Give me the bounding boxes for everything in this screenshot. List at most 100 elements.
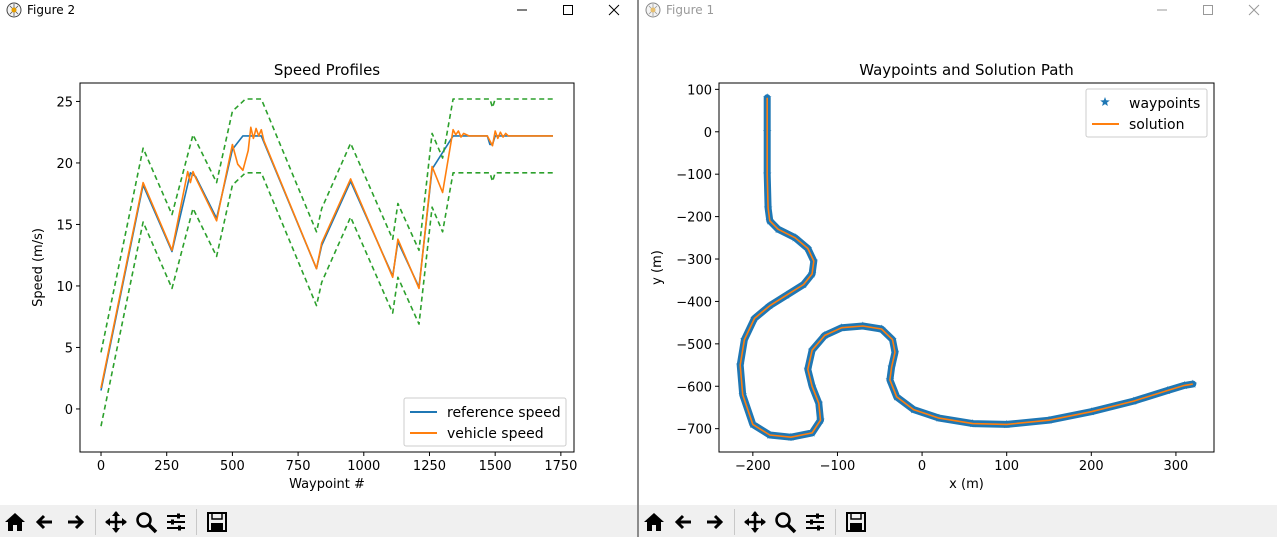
forward-button[interactable] — [62, 509, 88, 535]
toolbar-separator — [196, 509, 197, 535]
app-icon — [645, 2, 661, 18]
waypoints-markers — [736, 94, 1197, 441]
legend-label: reference speed — [447, 405, 561, 421]
y-tick-label: 100 — [687, 83, 712, 98]
y-tick-label: 20 — [56, 157, 73, 172]
back-button[interactable] — [32, 509, 58, 535]
y-tick-label: 25 — [56, 95, 73, 110]
x-axis-label: Waypoint # — [289, 477, 365, 492]
solution-line — [739, 97, 1193, 438]
minimize-icon — [517, 9, 527, 11]
y-tick-label: 0 — [65, 403, 73, 418]
window-title: Figure 2 — [27, 3, 76, 17]
toolbar-separator — [734, 509, 735, 535]
navigation-toolbar — [0, 505, 637, 537]
minimize-button[interactable] — [1139, 0, 1185, 20]
zoom-icon — [136, 512, 158, 534]
legend: reference speed vehicle speed — [403, 397, 567, 447]
reference-speed-line — [100, 135, 553, 391]
title-bar: Figure 2 — [0, 0, 637, 20]
window-title: Figure 1 — [666, 3, 715, 17]
home-button[interactable] — [2, 509, 28, 535]
y-tick-label: −400 — [676, 295, 712, 310]
close-button[interactable] — [591, 0, 637, 20]
close-button[interactable] — [1231, 0, 1277, 20]
x-tick-label: 250 — [154, 459, 179, 474]
configure-subplots-button[interactable] — [163, 509, 189, 535]
toolbar-separator — [95, 509, 96, 535]
y-tick-label: 5 — [65, 341, 73, 356]
legend-label: vehicle speed — [447, 426, 544, 442]
x-tick-label: 1250 — [413, 459, 446, 474]
maximize-button[interactable] — [1185, 0, 1231, 20]
plot-area — [100, 98, 553, 427]
x-tick-label: 500 — [220, 459, 245, 474]
y-tick-label: −300 — [676, 253, 712, 268]
back-arrow-icon — [674, 514, 691, 530]
y-tick-label: −600 — [676, 380, 712, 395]
home-icon — [644, 513, 664, 531]
forward-arrow-icon — [707, 514, 724, 530]
maximize-icon — [563, 5, 573, 15]
axes-frame — [718, 82, 1215, 453]
pan-icon — [105, 511, 127, 533]
x-tick-label: 100 — [994, 459, 1019, 474]
save-button[interactable] — [843, 509, 869, 535]
forward-button[interactable] — [701, 509, 727, 535]
waypoints-solution-chart[interactable]: Waypoints and Solution Path −200 −100 0 100 2… — [639, 20, 1277, 505]
bound-line — [100, 98, 553, 353]
y-axis-label: y (m) — [650, 250, 665, 285]
x-axis-label: x (m) — [949, 477, 984, 492]
maximize-icon — [1203, 5, 1213, 15]
figure-2-window: Figure 2 Speed Profiles 0 250 500 750 1000 125… — [0, 0, 637, 537]
legend: waypoints solution — [1085, 88, 1208, 138]
waypoint-marker — [763, 93, 772, 102]
figure-1-window: Figure 1 Waypoints and Solution Path −200… — [639, 0, 1277, 537]
save-icon — [207, 512, 227, 532]
close-icon — [1248, 4, 1260, 16]
save-icon — [846, 512, 866, 532]
window-separator — [637, 0, 639, 537]
minimize-icon — [1157, 9, 1167, 11]
x-tick-label: 1750 — [544, 459, 577, 474]
x-tick-label: 300 — [1164, 459, 1189, 474]
y-tick-label: −700 — [676, 423, 712, 438]
zoom-button[interactable] — [772, 509, 798, 535]
x-tick-label: 1000 — [347, 459, 380, 474]
zoom-icon — [775, 512, 797, 534]
pan-icon — [744, 511, 766, 533]
legend-star-marker — [1100, 97, 1110, 106]
y-tick-label: −200 — [676, 211, 712, 226]
x-tick-label: 0 — [918, 459, 926, 474]
waypoint-marker — [1188, 379, 1198, 388]
home-button[interactable] — [641, 509, 667, 535]
configure-subplots-icon — [806, 513, 824, 531]
navigation-toolbar — [639, 505, 1277, 537]
y-axis-label: Speed (m/s) — [31, 228, 46, 307]
toolbar-separator — [835, 509, 836, 535]
y-tick-label: 0 — [704, 126, 712, 141]
y-tick-label: 15 — [56, 218, 73, 233]
configure-subplots-button[interactable] — [802, 509, 828, 535]
y-tick-label: −500 — [676, 338, 712, 353]
minimize-button[interactable] — [499, 0, 545, 20]
forward-arrow-icon — [68, 514, 85, 530]
x-tick-label: 750 — [286, 459, 311, 474]
chart-title: Waypoints and Solution Path — [859, 61, 1074, 79]
x-tick-label: 0 — [97, 459, 105, 474]
x-tick-label: 200 — [1079, 459, 1104, 474]
legend-frame — [403, 397, 567, 447]
maximize-button[interactable] — [545, 0, 591, 20]
pan-button[interactable] — [742, 509, 768, 535]
pan-button[interactable] — [103, 509, 129, 535]
close-icon — [608, 4, 620, 16]
chart-title: Speed Profiles — [274, 61, 380, 79]
zoom-button[interactable] — [133, 509, 159, 535]
app-icon — [6, 2, 22, 18]
home-icon — [5, 513, 25, 531]
vehicle-speed-line — [100, 126, 553, 389]
back-button[interactable] — [671, 509, 697, 535]
title-bar: Figure 1 — [639, 0, 1277, 20]
save-button[interactable] — [204, 509, 230, 535]
